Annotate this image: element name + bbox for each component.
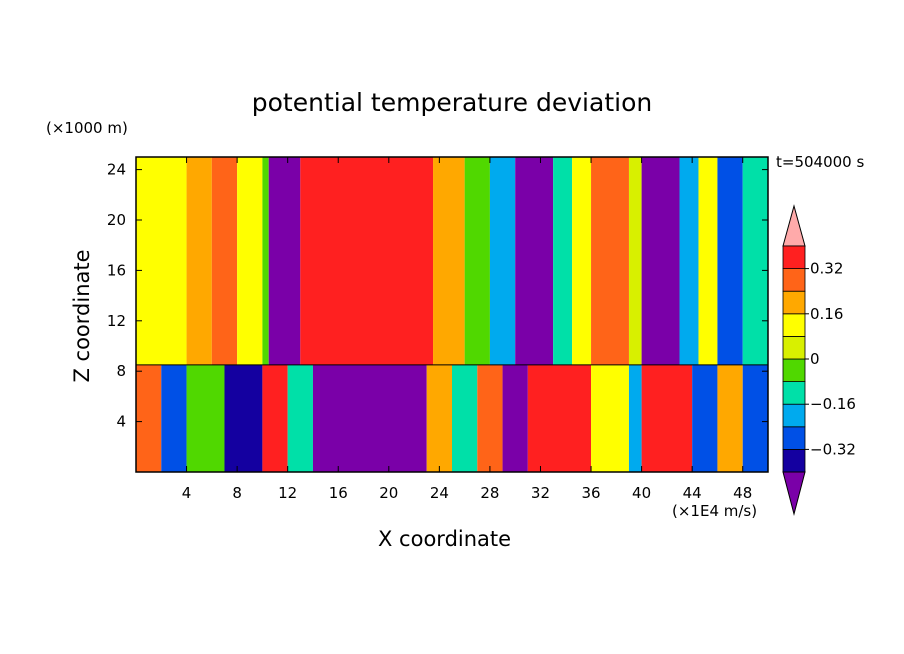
- colorbar-bottom-arrow: [782, 471, 806, 516]
- lower-layer-column: [477, 364, 503, 472]
- colorbar-tick-label: 0.16: [810, 305, 843, 323]
- colorbar-band: [782, 268, 806, 292]
- colorbar-tick-label: −0.16: [810, 395, 856, 413]
- x-tick-label: 40: [632, 484, 651, 502]
- contour-field: [136, 157, 768, 472]
- colorbar-band: [782, 290, 806, 315]
- lower-layer-column: [502, 364, 528, 472]
- colorbar-band: [782, 245, 806, 270]
- colorbar-band: [782, 313, 806, 337]
- x-tick-label: 4: [182, 484, 192, 502]
- lower-layer-column: [452, 364, 478, 472]
- lower-layer-column: [136, 364, 162, 472]
- x-tick-label: 12: [278, 484, 297, 502]
- x-tick-label: 16: [329, 484, 348, 502]
- y-tick-label: 20: [107, 211, 126, 229]
- upper-layer-column: [433, 157, 465, 365]
- upper-layer-column: [262, 157, 269, 365]
- y-tick-label: 8: [116, 362, 126, 380]
- colorbar: 0.32 0.16 0 −0.16 −0.32: [782, 204, 856, 516]
- x-tick-label: 36: [581, 484, 600, 502]
- upper-layer-column: [717, 157, 743, 365]
- lower-layer-column: [527, 364, 592, 472]
- lower-layer-column: [224, 364, 263, 472]
- x-tick-label: 24: [430, 484, 449, 502]
- lower-layer-column: [717, 364, 743, 472]
- upper-layer-column: [211, 157, 238, 365]
- upper-layer-column: [679, 157, 699, 365]
- lower-layer-column: [628, 364, 642, 472]
- upper-layer-column: [641, 157, 680, 365]
- colorbar-tick-label: 0: [810, 350, 820, 368]
- upper-layer-column: [698, 157, 718, 365]
- x-tick-label: 32: [531, 484, 550, 502]
- x-tick-label: 8: [232, 484, 242, 502]
- y-tick-label: 24: [107, 161, 126, 179]
- upper-layer-column: [572, 157, 592, 365]
- plot-frame: [135, 156, 769, 473]
- x-tick-label: 44: [683, 484, 702, 502]
- colorbar-tick-label: −0.32: [810, 440, 856, 458]
- colorbar-band: [782, 448, 806, 473]
- x-tick-label: 48: [733, 484, 752, 502]
- upper-layer-column: [268, 157, 301, 365]
- lower-layer-column: [287, 364, 313, 472]
- upper-layer-column: [136, 157, 187, 365]
- lower-layer-column: [742, 364, 768, 472]
- upper-layer-column: [591, 157, 629, 365]
- colorbar-band: [782, 381, 806, 405]
- x-tick-label: 20: [379, 484, 398, 502]
- y-tick-label: 16: [107, 261, 126, 279]
- upper-layer-column: [742, 157, 768, 365]
- y-tick-label: 4: [116, 413, 126, 431]
- colorbar-tick-label: 0.32: [810, 260, 843, 278]
- upper-layer-column: [186, 157, 212, 365]
- upper-layer-column: [489, 157, 516, 365]
- x-tick-label: 28: [480, 484, 499, 502]
- colorbar-top-arrow: [782, 204, 806, 247]
- upper-layer-column: [515, 157, 554, 365]
- lower-layer-column: [161, 364, 187, 472]
- x-axis-label: X coordinate: [378, 527, 512, 551]
- upper-layer-column: [553, 157, 573, 365]
- lower-layer-column: [186, 364, 225, 472]
- colorbar-band: [782, 426, 806, 450]
- lower-layer-column: [591, 364, 629, 472]
- upper-layer-column: [628, 157, 642, 365]
- chart-title: potential temperature deviation: [251, 88, 653, 117]
- y-tick-label: 12: [107, 312, 126, 330]
- upper-layer-column: [464, 157, 490, 365]
- x-axis-unit: (×1E4 m/s): [672, 502, 758, 520]
- lower-layer-column: [312, 364, 427, 472]
- colorbar-band: [782, 335, 806, 360]
- colorbar-band: [782, 403, 806, 428]
- lower-layer-column: [262, 364, 288, 472]
- lower-layer-column: [692, 364, 718, 472]
- lower-layer-column: [426, 364, 452, 472]
- upper-layer-column: [300, 157, 434, 365]
- y-axis-unit: (×1000 m): [46, 119, 128, 137]
- time-label: t=504000 s: [776, 153, 865, 171]
- lower-layer-column: [641, 364, 693, 472]
- colorbar-band: [782, 358, 806, 383]
- upper-layer-column: [237, 157, 263, 365]
